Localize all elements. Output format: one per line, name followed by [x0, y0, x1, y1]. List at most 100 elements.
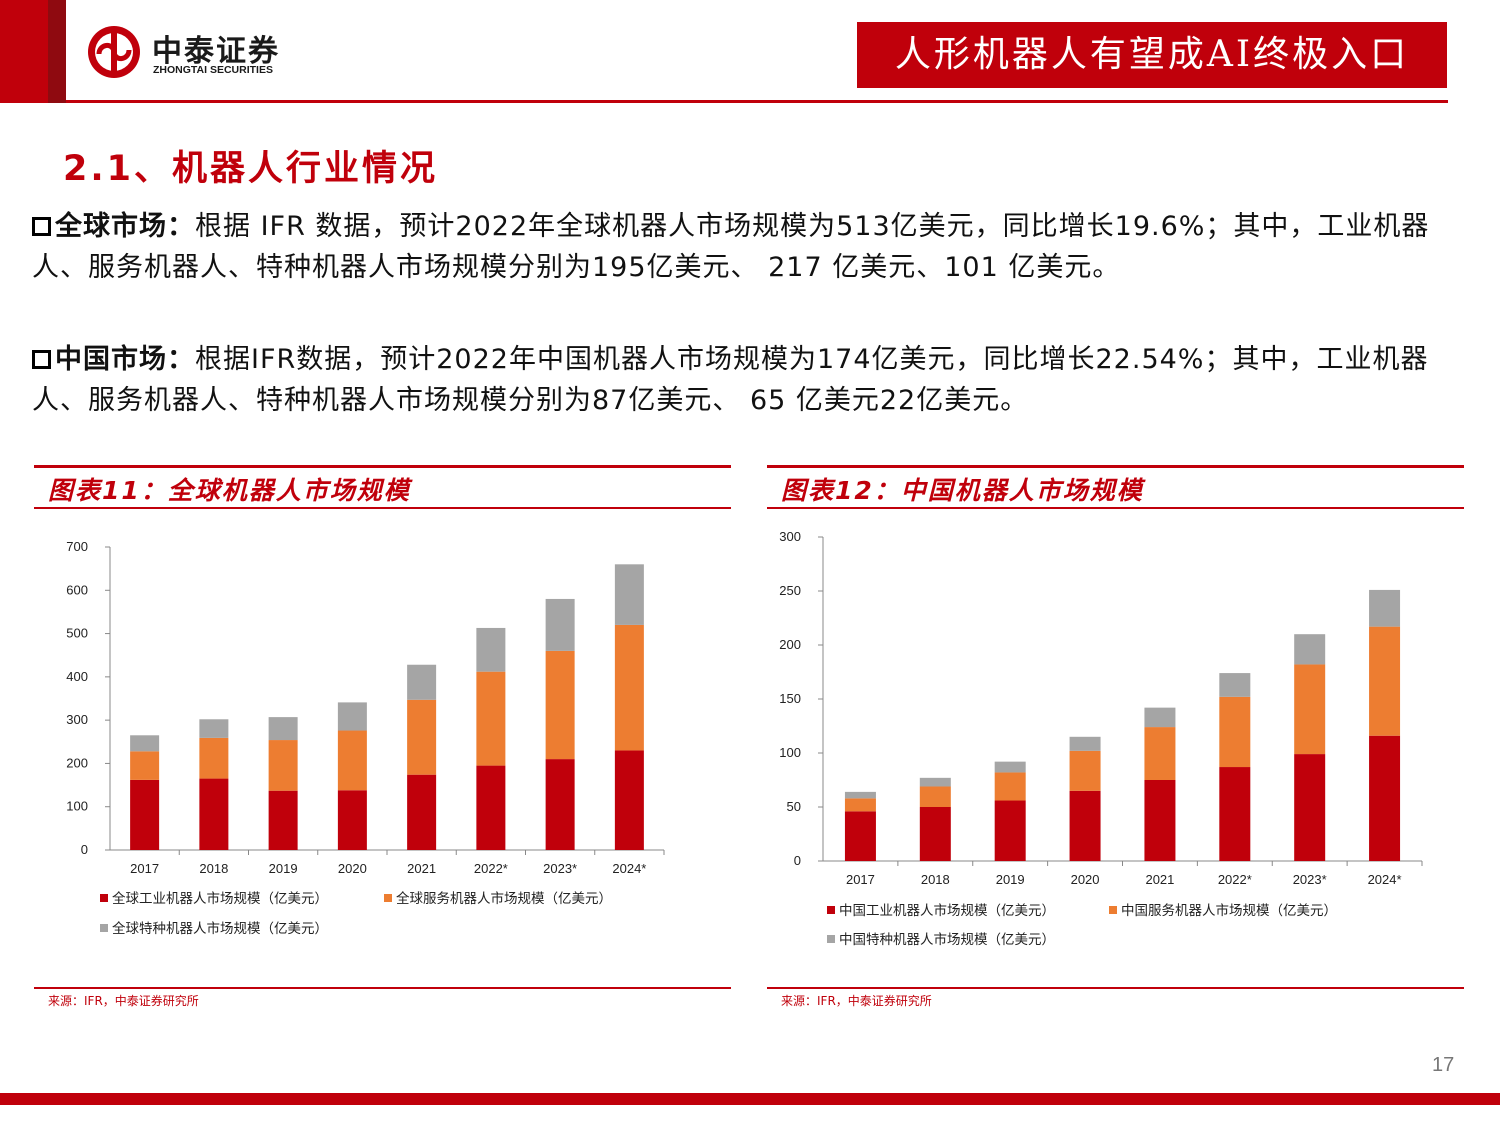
panel-bottom-rule: [767, 987, 1464, 989]
x-tick-label: 2024*: [612, 861, 646, 876]
bar-segment: [1219, 673, 1251, 697]
y-tick-label: 50: [787, 799, 801, 814]
bar-segment: [844, 811, 876, 861]
bar-segment: [1219, 696, 1251, 768]
bar-segment: [268, 790, 298, 850]
legend-swatch: [827, 935, 835, 943]
bar-segment: [1369, 626, 1401, 736]
chart-panel-title: 图表12：中国机器人市场规模: [781, 476, 1144, 505]
bar-segment: [1294, 664, 1326, 755]
bar-segment: [545, 759, 575, 850]
checkbox-bullet-icon: [32, 350, 51, 369]
header-divider: [66, 100, 1448, 103]
y-tick-label: 400: [66, 669, 88, 684]
y-tick-label: 300: [66, 712, 88, 727]
legend-label: 中国工业机器人市场规模（亿美元）: [839, 902, 1055, 919]
paragraph-text: 根据 IFR 数据，预计2022年全球机器人市场规模为513亿美元，同比增长19…: [32, 211, 1430, 283]
bar-segment: [994, 761, 1026, 773]
header-left-accent-bar-dark: [48, 0, 66, 103]
bar-segment: [614, 750, 644, 850]
legend-swatch: [100, 924, 108, 932]
legend-swatch: [1109, 906, 1117, 914]
bar-segment: [407, 774, 437, 850]
bar-segment: [268, 717, 298, 741]
x-tick-label: 2022*: [1218, 872, 1252, 887]
bar-segment: [545, 650, 575, 760]
legend-label: 全球工业机器人市场规模（亿美元）: [112, 890, 328, 907]
china-market-chart: 0 50 100 150 200 250 300 2017 2018 2019 2020 2021 20…: [779, 529, 1423, 948]
y-tick-label: 100: [779, 745, 801, 760]
bar-segment: [919, 807, 951, 861]
panel-top-rule: [767, 465, 1464, 468]
y-tick-label: 150: [779, 691, 801, 706]
bar-segment: [1069, 736, 1101, 751]
y-tick-label: 100: [66, 799, 88, 814]
panel-title-rule: [34, 507, 731, 509]
x-tick-label: 2017: [846, 872, 875, 887]
y-tick-label: 600: [66, 582, 88, 597]
y-tick-label: 250: [779, 583, 801, 598]
bar-segment: [614, 564, 644, 625]
chart-panel-china: 图表12：中国机器人市场规模 0 50 100 150 200 250 300 2017 201…: [767, 465, 1464, 1025]
bar-segment: [1069, 750, 1101, 791]
panel-bottom-rule: [34, 987, 731, 989]
paragraph-global-market: 全球市场：根据 IFR 数据，预计2022年全球机器人市场规模为513亿美元，同…: [32, 206, 1452, 288]
x-tick-label: 2018: [199, 861, 228, 876]
legend-swatch: [827, 906, 835, 914]
legend-label: 全球服务机器人市场规模（亿美元）: [396, 890, 612, 907]
company-logo: 中泰证券 ZHONGTAI SECURITIES: [86, 24, 316, 84]
page-number: 17: [1432, 1054, 1455, 1076]
y-tick-label: 200: [779, 637, 801, 652]
y-tick-label: 300: [779, 529, 801, 544]
bar-segment: [1144, 780, 1176, 861]
logo-chinese-name: 中泰证券: [152, 34, 280, 69]
legend-label: 全球特种机器人市场规模（亿美元）: [112, 920, 328, 937]
bar-segment: [476, 671, 506, 766]
bar-segment: [337, 730, 367, 791]
x-tick-label: 2017: [130, 861, 159, 876]
x-tick-label: 2022*: [474, 861, 508, 876]
bar-segment: [407, 699, 437, 775]
bar-segment: [919, 786, 951, 807]
bar-segment: [199, 778, 229, 850]
chart-panel-title: 图表11：全球机器人市场规模: [48, 476, 411, 505]
x-tick-label: 2019: [269, 861, 298, 876]
panel-top-rule: [34, 465, 731, 468]
bar-segment: [614, 624, 644, 751]
bar-segment: [919, 777, 951, 787]
bar-segment: [844, 791, 876, 799]
y-tick-label: 500: [66, 626, 88, 641]
chart-panel-global: 图表11：全球机器人市场规模 0 100 200 300 400 500 600 700 201…: [34, 465, 731, 1025]
bar-segment: [130, 751, 160, 780]
bar-segment: [844, 798, 876, 812]
bar-segment: [199, 737, 229, 779]
x-tick-label: 2023*: [1293, 872, 1327, 887]
bar-segment: [130, 735, 160, 752]
bar-segment: [337, 702, 367, 731]
panel-title-rule: [767, 507, 1464, 509]
y-tick-label: 0: [794, 853, 801, 868]
bar-segment: [1369, 589, 1401, 627]
x-tick-label: 2020: [338, 861, 367, 876]
x-tick-label: 2018: [921, 872, 950, 887]
bar-segment: [1219, 767, 1251, 861]
x-tick-label: 2024*: [1368, 872, 1402, 887]
x-tick-label: 2023*: [543, 861, 577, 876]
chart-source-note: 来源：IFR，中泰证券研究所: [781, 994, 932, 1008]
checkbox-bullet-icon: [32, 217, 51, 236]
bar-segment: [476, 627, 506, 672]
bar-segment: [268, 740, 298, 791]
bar-segment: [407, 664, 437, 700]
x-tick-label: 2020: [1071, 872, 1100, 887]
y-tick-label: 0: [81, 842, 88, 857]
logo-english-name: ZHONGTAI SECURITIES: [153, 64, 273, 76]
bar-segment: [130, 779, 160, 850]
y-tick-label: 200: [66, 755, 88, 770]
legend-label: 中国服务机器人市场规模（亿美元）: [1121, 902, 1337, 919]
bar-segment: [1369, 735, 1401, 861]
bar-segment: [337, 790, 367, 850]
bar-segment: [994, 772, 1026, 801]
global-market-chart: 0 100 200 300 400 500 600 700 2017 2018 2019 2020 20…: [66, 539, 665, 937]
paragraph-lead: 中国市场：: [55, 344, 195, 375]
bar-segment: [199, 719, 229, 738]
